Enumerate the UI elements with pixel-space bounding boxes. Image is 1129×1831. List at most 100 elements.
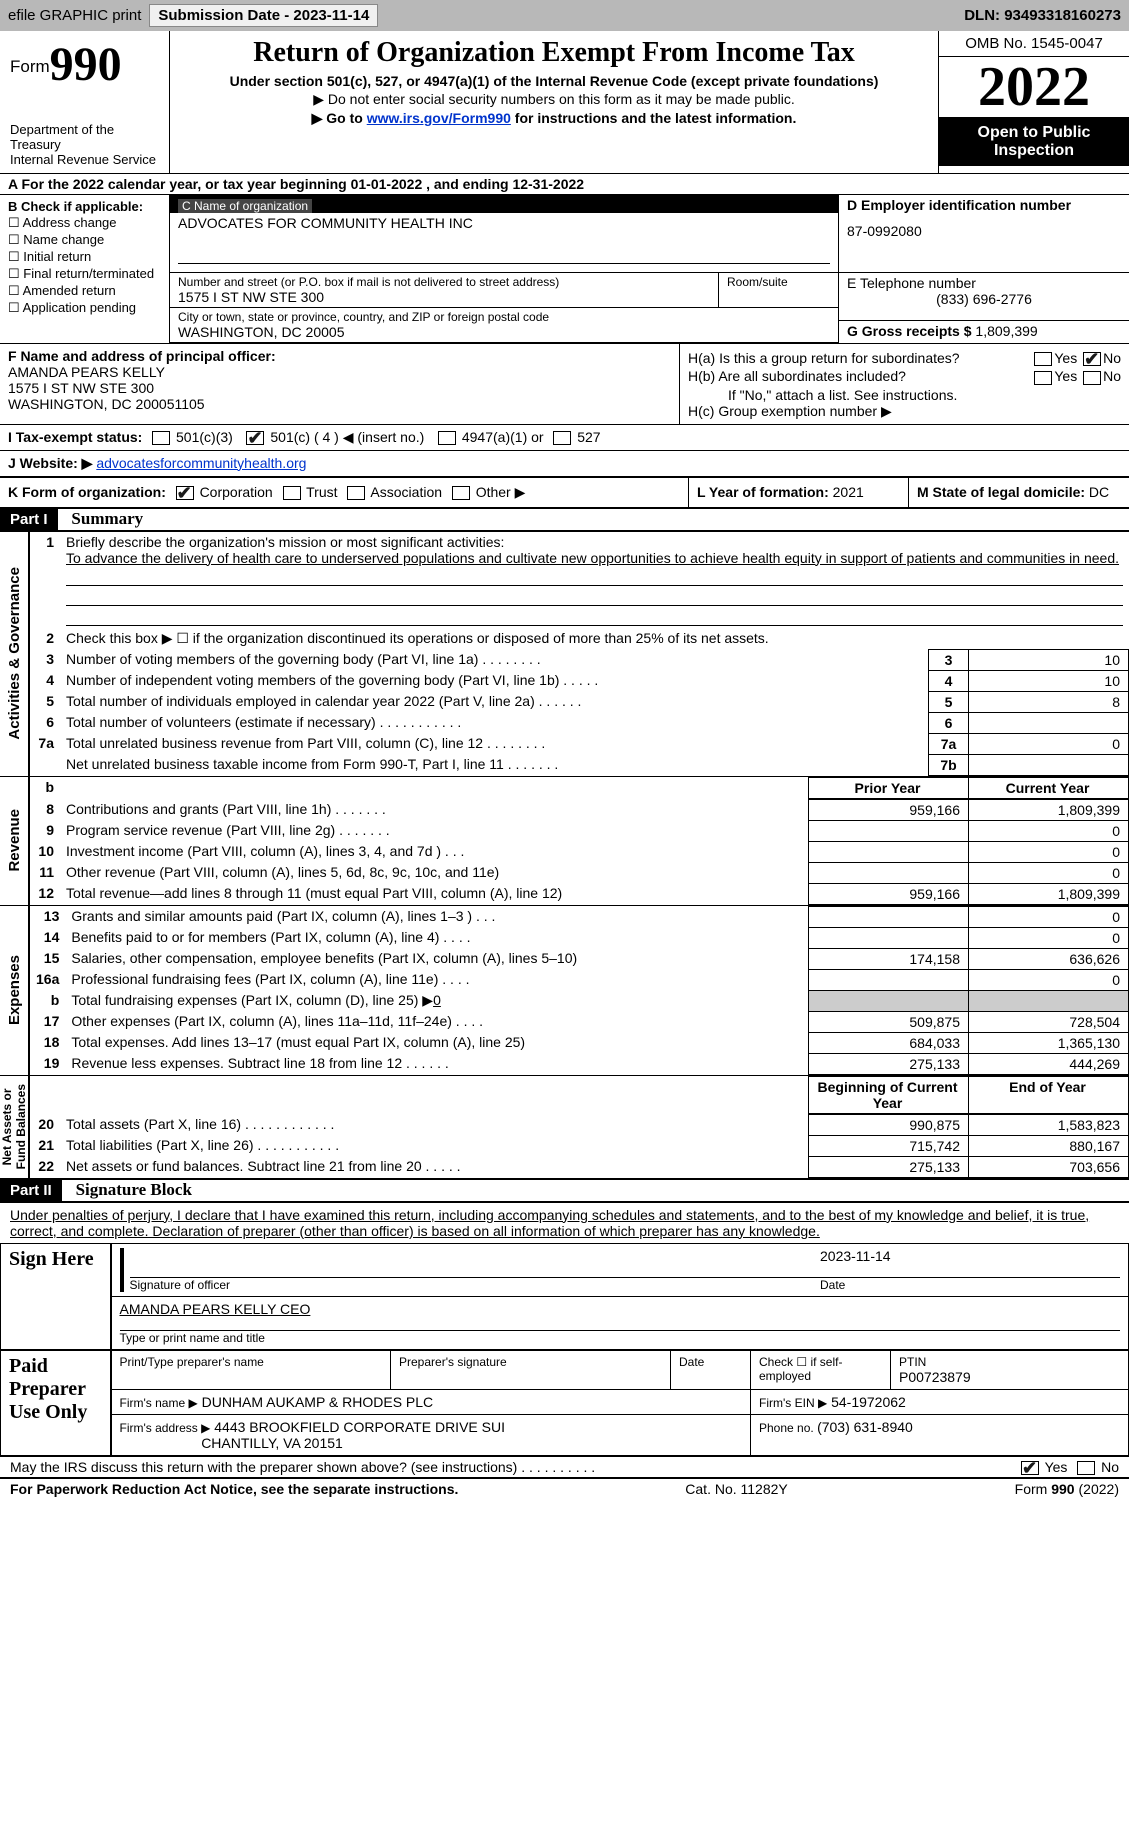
tax-year: 2022 [939,57,1129,118]
hb-note: If "No," attach a list. See instructions… [688,387,1121,403]
paid-preparer-label: Paid Preparer Use Only [1,1350,111,1455]
officer-addr1: 1575 I ST NW STE 300 [8,380,671,396]
firm-addr1: 4443 BROOKFIELD CORPORATE DRIVE SUI [214,1419,505,1435]
part2-title: Signature Block [76,1180,192,1199]
line2: Check this box ▶ ☐ if the organization d… [60,628,1129,649]
line-num: 9 [30,820,60,841]
website-link[interactable]: advocatesforcommunityhealth.org [96,455,306,471]
topbar: efile GRAPHIC print Submission Date - 20… [0,0,1129,31]
org-name: ADVOCATES FOR COMMUNITY HEALTH INC [178,213,830,231]
current-year-val: 0 [969,820,1129,841]
current-year-val: 880,167 [969,1135,1129,1156]
dept-label: Department of the Treasury Internal Reve… [10,122,159,167]
sig-officer-line[interactable] [130,1248,821,1278]
current-year-val: 444,269 [969,1053,1129,1074]
section-net-assets: Net Assets or Fund Balances Beginning of… [0,1076,1129,1180]
ck-527[interactable] [553,431,571,445]
firm-phone: (703) 631-8940 [817,1419,913,1435]
addr-label: Number and street (or P.O. box if mail i… [178,275,710,289]
part1-title: Summary [71,509,143,528]
form-title: Return of Organization Exempt From Incom… [180,37,928,69]
line-text: Program service revenue (Part VIII, line… [60,820,809,841]
ck-501c3[interactable] [152,431,170,445]
room-label: Room/suite [727,275,830,289]
ck-address-change[interactable]: ☐ Address change [8,215,161,231]
irs-link[interactable]: www.irs.gov/Form990 [367,110,511,126]
sig-officer-label: Signature of officer [130,1278,821,1292]
discuss-label: May the IRS discuss this return with the… [10,1459,595,1475]
ck-amended[interactable]: ☐ Amended return [8,283,161,299]
current-year-val: 728,504 [969,1011,1129,1032]
ck-trust[interactable] [283,486,301,500]
firm-ein: 54-1972062 [831,1394,906,1410]
part1-header: Part I Summary [0,509,1129,532]
sig-date: 2023-11-14 [820,1248,1120,1278]
current-year-val: 1,583,823 [969,1114,1129,1135]
check-self-emp[interactable]: Check ☐ if self-employed [759,1355,882,1383]
part1-label: Part I [0,509,58,530]
line-num: 16a [30,969,65,990]
line-text: Benefits paid to or for members (Part IX… [65,927,808,948]
phone-label: Phone no. [759,1421,817,1435]
hdr-eoy: End of Year [969,1076,1129,1113]
form-word: Form [10,57,50,76]
line-box-val: 8 [969,691,1129,712]
ha-no-ck[interactable] [1083,352,1101,366]
section-governance: Activities & Governance 1 Briefly descri… [0,532,1129,777]
j-label: J Website: ▶ [8,455,92,471]
line-box-val [969,754,1129,775]
form-header: Form990 Department of the Treasury Inter… [0,31,1129,174]
sub3-pre: ▶ Go to [312,110,367,126]
line-num: 3 [30,649,60,670]
line-num: 21 [30,1135,60,1156]
officer-sub-label: Type or print name and title [120,1331,1121,1345]
ck-corp[interactable] [176,486,194,500]
line-box-num: 3 [929,649,969,670]
ck-4947[interactable] [438,431,456,445]
current-year-val: 703,656 [969,1156,1129,1177]
line-num: 14 [30,927,65,948]
part2-label: Part II [0,1180,62,1201]
current-year-val: 636,626 [969,948,1129,969]
g-label: G Gross receipts $ [847,323,975,339]
phone-value: (833) 696-2776 [847,291,1121,307]
discuss-no[interactable] [1077,1461,1095,1475]
line-text: Other revenue (Part VIII, column (A), li… [60,862,809,883]
ck-name-change[interactable]: ☐ Name change [8,232,161,248]
prior-year-val [809,862,969,883]
prior-year-val: 715,742 [809,1135,969,1156]
ck-initial-return[interactable]: ☐ Initial return [8,249,161,265]
officer-name: AMANDA PEARS KELLY [8,364,671,380]
prior-year-val: 275,133 [809,1053,969,1074]
current-year-val: 0 [969,862,1129,883]
line-text: Grants and similar amounts paid (Part IX… [65,906,808,927]
ha-yes-ck[interactable] [1034,352,1052,366]
hc-label: H(c) Group exemption number ▶ [688,403,1121,420]
side-rev: Revenue [6,809,23,872]
line-text: Salaries, other compensation, employee b… [65,948,808,969]
line-box-num: 7b [929,754,969,775]
ck-assoc[interactable] [347,486,365,500]
line-box-num: 4 [929,670,969,691]
discuss-yes[interactable] [1021,1461,1039,1475]
hb-label: H(b) Are all subordinates included? [688,368,906,384]
line-text: Contributions and grants (Part VIII, lin… [60,799,809,820]
line-text: Number of voting members of the governin… [60,649,929,670]
ck-501c[interactable] [246,431,264,445]
line-num: 11 [30,862,60,883]
hdr-bcy: Beginning of Current Year [809,1076,969,1113]
submission-date-button[interactable]: Submission Date - 2023-11-14 [149,4,378,27]
prior-year-val [809,927,969,948]
col-b-checkboxes: B Check if applicable: ☐ Address change … [0,195,170,343]
hb-yes-ck[interactable] [1034,371,1052,385]
section-revenue: Revenue bPrior YearCurrent Year 8Contrib… [0,777,1129,906]
hdr-current-year: Current Year [969,777,1129,798]
prior-year-val: 990,875 [809,1114,969,1135]
form-footer: Form 990 (2022) [1015,1481,1119,1497]
firm-name-label: Firm's name ▶ [120,1396,198,1410]
ck-app-pending[interactable]: ☐ Application pending [8,300,161,316]
hb-no-ck[interactable] [1083,371,1101,385]
ck-other[interactable] [452,486,470,500]
ck-final-return[interactable]: ☐ Final return/terminated [8,266,161,282]
form-subtitle-2: ▶ Do not enter social security numbers o… [180,91,928,108]
